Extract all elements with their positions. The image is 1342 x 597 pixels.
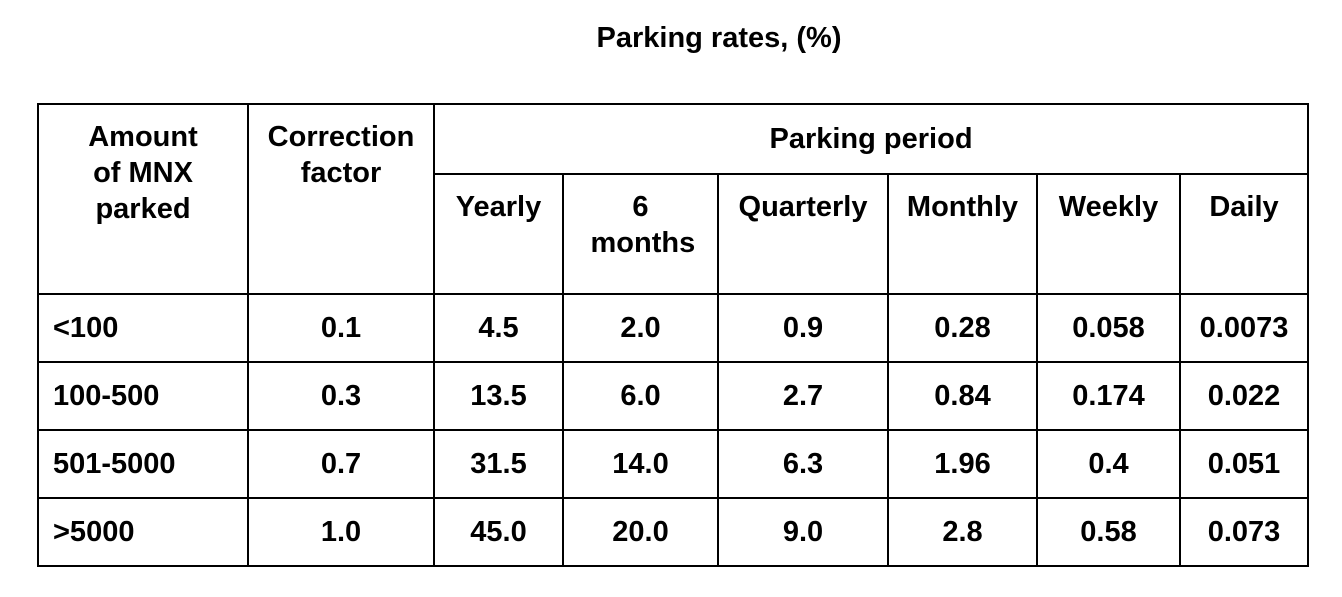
rate-weekly: 0.4 — [1036, 429, 1181, 499]
period-header-monthly: Monthly — [887, 173, 1038, 295]
header-parking-period: Parking period — [432, 103, 1310, 175]
period-header-6-months-label: 6 months — [590, 191, 696, 259]
page-title: Parking rates, (%) — [596, 22, 842, 54]
table-row: <100 0.1 4.5 2.0 0.9 0.28 0.058 0.0073 — [37, 293, 1310, 363]
rate-daily: 0.022 — [1178, 361, 1310, 431]
period-header-row: Yearly 6 months Quarterly Monthly Weekly… — [38, 173, 1310, 295]
row-amount: 100-500 — [37, 361, 249, 431]
rate-daily: 0.073 — [1178, 497, 1310, 567]
row-amount: <100 — [37, 293, 249, 363]
rate-weekly: 0.058 — [1036, 293, 1181, 363]
table-row: 501-5000 0.7 31.5 14.0 6.3 1.96 0.4 0.05… — [37, 429, 1310, 499]
rate-6-months: 2.0 — [562, 293, 719, 363]
row-amount: >5000 — [37, 497, 249, 567]
rate-yearly: 13.5 — [433, 361, 564, 431]
rate-6-months: 20.0 — [562, 497, 719, 567]
rate-daily: 0.0073 — [1178, 293, 1310, 363]
rate-6-months: 6.0 — [562, 361, 719, 431]
rate-daily: 0.051 — [1178, 429, 1310, 499]
rate-yearly: 4.5 — [433, 293, 564, 363]
period-header-yearly: Yearly — [433, 173, 564, 295]
row-correction-factor: 0.7 — [247, 429, 435, 499]
header-amount-label: Amount of MNX parked — [88, 121, 198, 225]
header-amount: Amount of MNX parked — [37, 103, 249, 295]
table-row: >5000 1.0 45.0 20.0 9.0 2.8 0.58 0.073 — [37, 497, 1310, 567]
period-header-daily: Daily — [1178, 173, 1310, 295]
rate-yearly: 31.5 — [433, 429, 564, 499]
rate-weekly: 0.58 — [1036, 497, 1181, 567]
table-row: 100-500 0.3 13.5 6.0 2.7 0.84 0.174 0.02… — [37, 361, 1310, 431]
rate-quarterly: 2.7 — [717, 361, 889, 431]
rate-quarterly: 9.0 — [717, 497, 889, 567]
rate-quarterly: 0.9 — [717, 293, 889, 363]
rate-quarterly: 6.3 — [717, 429, 889, 499]
rate-monthly: 1.96 — [887, 429, 1038, 499]
header-row: Amount of MNX parked Correction factor P… — [37, 103, 1310, 295]
period-header-quarterly: Quarterly — [717, 173, 889, 295]
rate-monthly: 2.8 — [887, 497, 1038, 567]
rate-weekly: 0.174 — [1036, 361, 1181, 431]
header-correction-factor: Correction factor — [247, 103, 435, 295]
rate-monthly: 0.84 — [887, 361, 1038, 431]
header-correction-label: Correction factor — [267, 121, 415, 189]
parking-rates-table: Amount of MNX parked Correction factor P… — [37, 103, 1310, 567]
rate-monthly: 0.28 — [887, 293, 1038, 363]
row-correction-factor: 1.0 — [247, 497, 435, 567]
row-amount: 501-5000 — [37, 429, 249, 499]
row-correction-factor: 0.3 — [247, 361, 435, 431]
period-header-weekly: Weekly — [1036, 173, 1181, 295]
rate-yearly: 45.0 — [433, 497, 564, 567]
period-header-6-months: 6 months — [562, 173, 719, 295]
row-correction-factor: 0.1 — [247, 293, 435, 363]
rate-6-months: 14.0 — [562, 429, 719, 499]
